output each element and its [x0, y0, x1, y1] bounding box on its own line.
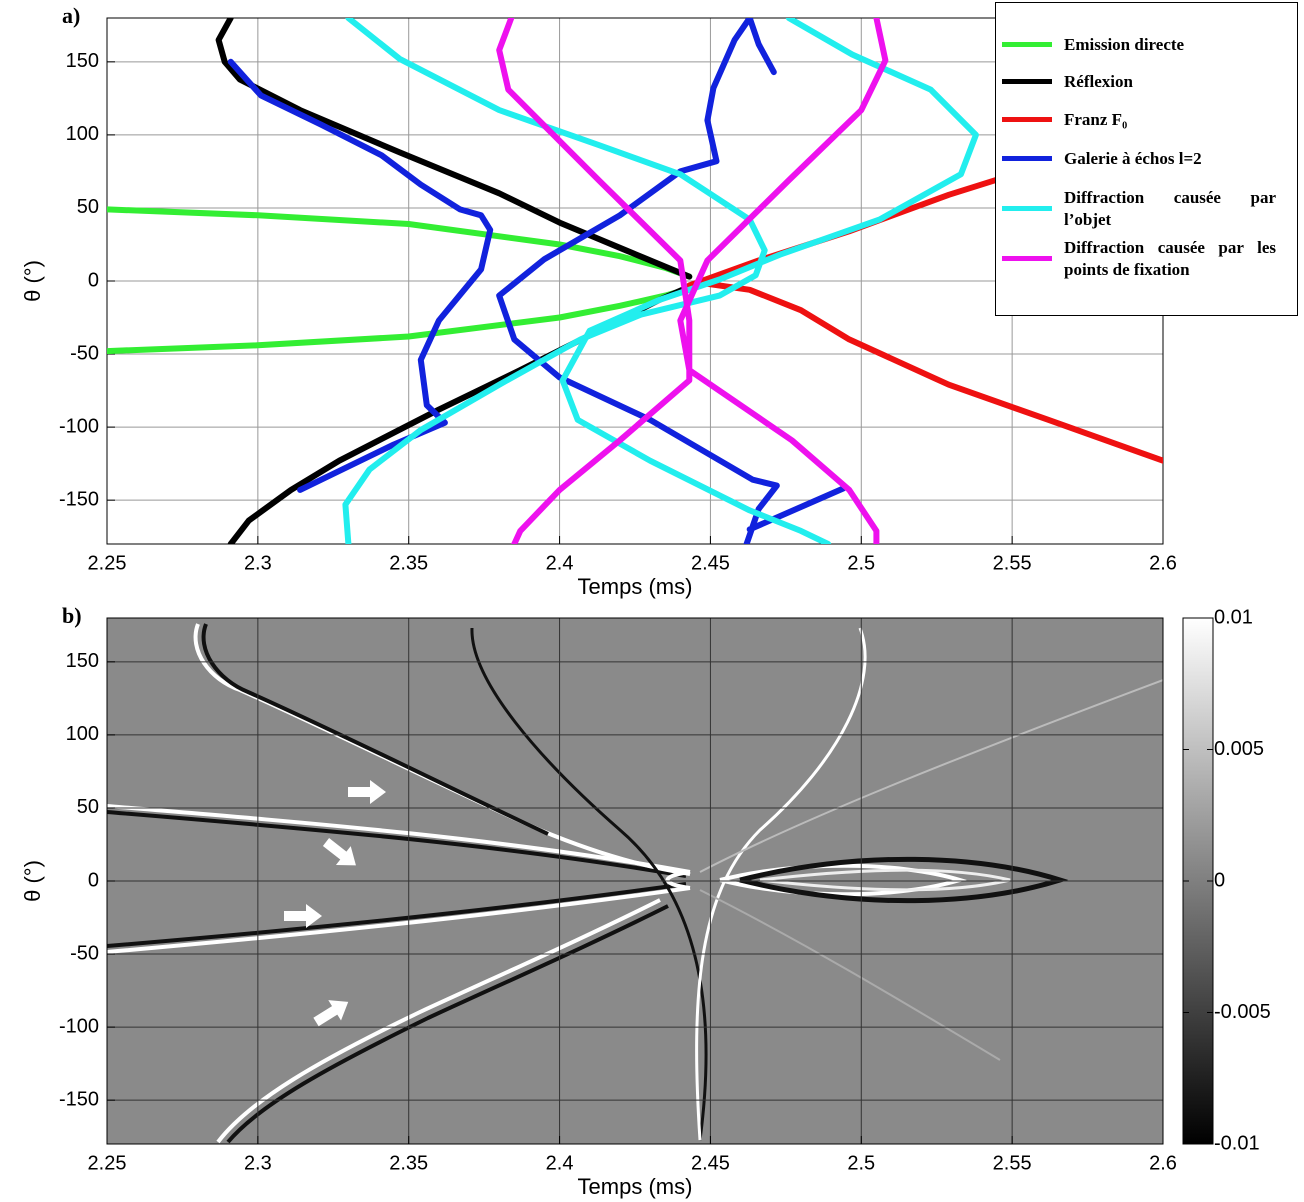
x-tick-label: 2.5 — [847, 1152, 875, 1174]
legend-swatch — [1002, 156, 1052, 162]
x-tick-label: 2.3 — [244, 552, 272, 574]
legend-entry: Diffraction causée par les points de fix… — [1002, 237, 1282, 280]
y-tick-label: 100 — [66, 723, 99, 745]
legend-label: Franz F₀ — [1064, 110, 1128, 129]
x-tick-label: 2.25 — [88, 1152, 127, 1174]
x-tick-label: 2.45 — [691, 1152, 730, 1174]
legend-entry: Franz F₀ — [1002, 109, 1282, 131]
plot-frame — [106, 617, 1164, 1145]
x-tick-label: 2.45 — [691, 552, 730, 574]
colorbar-tick-label: -0.005 — [1214, 1001, 1271, 1023]
x-tick-label: 2.5 — [847, 552, 875, 574]
x-tick-label: 2.4 — [546, 552, 574, 574]
y-tick-label: -150 — [59, 1088, 99, 1110]
legend-label: Réflexion — [1064, 72, 1133, 91]
y-tick-label: -50 — [70, 942, 99, 964]
colorbar-tick-label: -0.01 — [1214, 1132, 1260, 1154]
x-tick-label: 2.6 — [1149, 552, 1177, 574]
y-axis-label: θ (°) — [20, 260, 45, 302]
y-tick-label: -100 — [59, 1015, 99, 1037]
x-axis-label: Temps (ms) — [578, 1174, 693, 1199]
y-axis-label: θ (°) — [20, 860, 45, 902]
y-tick-label: 150 — [66, 650, 99, 672]
legend-label: Diffraction causée par l’objet — [1064, 188, 1276, 229]
y-tick-label: -150 — [59, 488, 99, 510]
legend-label: Emission directe — [1064, 35, 1185, 54]
arrows — [284, 780, 386, 1027]
x-tick-label: 2.35 — [389, 552, 428, 574]
legend-entry: Diffraction causée par l’objet — [1002, 187, 1282, 230]
legend-entry: Emission directe — [1002, 34, 1282, 56]
legend-swatch — [1002, 206, 1052, 211]
colorbar-tick-label: 0.01 — [1214, 606, 1253, 628]
series-line — [107, 206, 705, 355]
y-tick-label: 100 — [66, 123, 99, 145]
legend-entry: Galerie à échos l=2 — [1002, 148, 1282, 170]
x-tick-label: 2.6 — [1149, 1152, 1177, 1174]
x-tick-label: 2.55 — [993, 552, 1032, 574]
x-axis-label: Temps (ms) — [578, 574, 693, 599]
legend-swatch — [1002, 117, 1052, 123]
colorbar-tick-label: 0 — [1214, 869, 1225, 891]
x-tick-label: 2.4 — [546, 1152, 574, 1174]
y-tick-label: 150 — [66, 50, 99, 72]
x-tick-label: 2.35 — [389, 1152, 428, 1174]
legend-swatch — [1002, 79, 1052, 85]
legend-entry: Réflexion — [1002, 71, 1282, 93]
y-tick-label: 0 — [88, 869, 99, 891]
legend-swatch — [1002, 256, 1052, 261]
y-tick-label: 0 — [88, 269, 99, 291]
y-tick-label: -100 — [59, 415, 99, 437]
x-tick-label: 2.55 — [993, 1152, 1032, 1174]
legend-swatch — [1002, 42, 1052, 48]
y-tick-label: -50 — [70, 342, 99, 364]
x-tick-label: 2.25 — [88, 552, 127, 574]
y-tick-label: 50 — [77, 796, 99, 818]
panel-label: b) — [62, 603, 82, 628]
y-tick-label: 50 — [77, 196, 99, 218]
colorbar-tick-label: 0.005 — [1214, 738, 1264, 760]
panel-label: a) — [62, 3, 80, 28]
legend-label: Galerie à échos l=2 — [1064, 149, 1202, 168]
legend: Emission directe Réflexion Franz F₀ Galerie… — [995, 2, 1298, 316]
x-tick-label: 2.3 — [244, 1152, 272, 1174]
legend-label: Diffraction causée par les points de fix… — [1064, 238, 1276, 279]
series-line — [496, 18, 889, 544]
